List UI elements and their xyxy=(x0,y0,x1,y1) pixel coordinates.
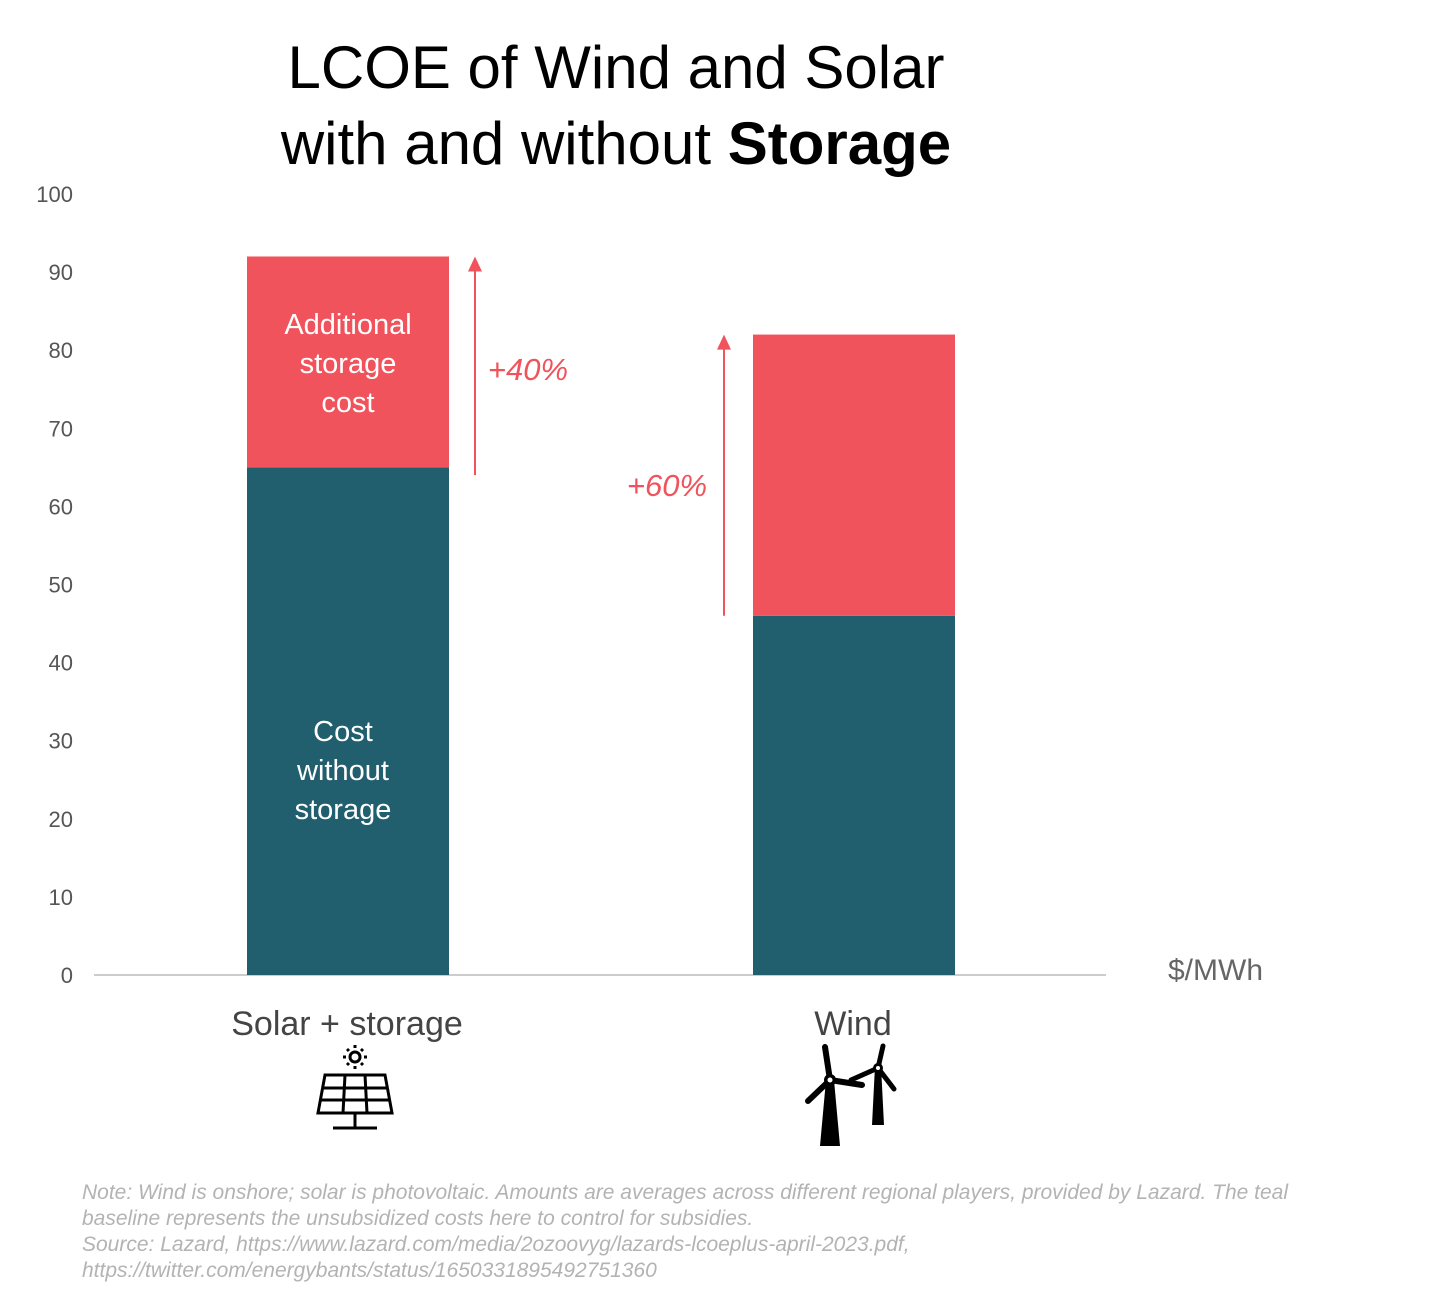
chart-title: LCOE of Wind and Solar with and without … xyxy=(0,30,1232,182)
title-line-1: LCOE of Wind and Solar xyxy=(287,34,945,101)
increase-arrow-head xyxy=(468,256,482,272)
title-line-2-bold: Storage xyxy=(727,110,952,177)
category-label: Wind xyxy=(814,1005,891,1043)
bar-segment-storage xyxy=(753,334,955,616)
y-tick-label: 30 xyxy=(49,729,73,754)
title-line-2: with and without Storage xyxy=(0,106,1232,182)
unit-label: $/MWh xyxy=(1168,954,1263,987)
increase-label: +60% xyxy=(627,468,707,503)
segment-label: Cost without storage xyxy=(295,716,392,826)
y-axis: 0 10 20 30 40 50 60 70 80 90 100 xyxy=(36,182,73,988)
stacked-bar-chart: 0 10 20 30 40 50 60 70 80 90 100 Additional storage… xyxy=(36,182,1263,1146)
source-line-1: Source: Lazard, https://www.lazard.com/m… xyxy=(82,1233,910,1256)
source-line-2: https://twitter.com/energybants/status/1… xyxy=(82,1259,657,1282)
note-line-2: baseline represents the unsubsidized cos… xyxy=(82,1207,754,1230)
y-tick-label: 60 xyxy=(49,494,73,519)
y-tick-label: 100 xyxy=(36,182,73,207)
y-tick-label: 70 xyxy=(49,416,73,441)
title-line-2-prefix: with and without xyxy=(280,110,728,177)
y-tick-label: 20 xyxy=(49,807,73,832)
category-labels: Solar + storage Wind xyxy=(231,1005,892,1043)
y-tick-label: 50 xyxy=(49,573,73,598)
y-tick-label: 10 xyxy=(49,885,73,910)
increase-arrow-head xyxy=(717,334,731,350)
y-tick-label: 80 xyxy=(49,338,73,363)
segment-label: Additional storage cost xyxy=(284,309,411,419)
y-tick-label: 0 xyxy=(61,963,73,988)
solar-panel-icon xyxy=(316,1045,394,1130)
bar-segment-base xyxy=(247,467,449,975)
y-tick-label: 90 xyxy=(49,260,73,285)
y-tick-label: 40 xyxy=(49,651,73,676)
annotations: +40% +60% xyxy=(468,256,731,616)
wind-turbine-icon xyxy=(805,1043,897,1146)
bar-segment-storage xyxy=(247,256,449,468)
footnote: Note: Wind is onshore; solar is photovol… xyxy=(82,1180,1442,1284)
note-line-1: Note: Wind is onshore; solar is photovol… xyxy=(82,1181,1288,1204)
category-label: Solar + storage xyxy=(231,1005,463,1043)
bars: Additional storage cost Cost without storage xyxy=(247,256,955,975)
increase-label: +40% xyxy=(488,352,568,387)
bar-segment-base xyxy=(753,615,955,975)
